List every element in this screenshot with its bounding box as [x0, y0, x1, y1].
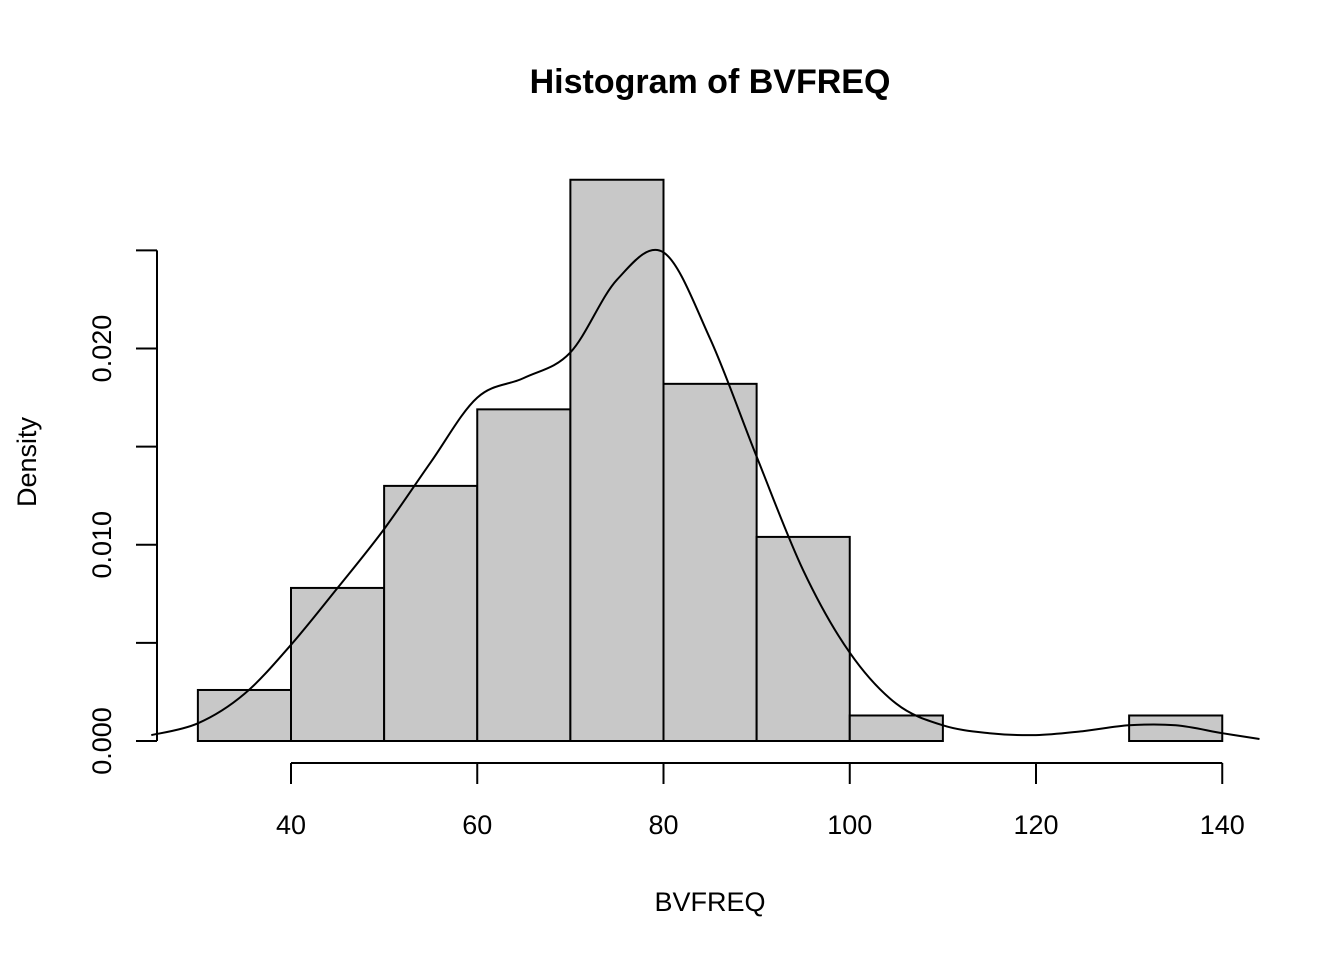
- histogram-bar: [569, 178, 665, 742]
- x-tick-label: 40: [276, 810, 306, 840]
- x-tick-label: 120: [1013, 810, 1058, 840]
- density-line: [151, 248, 1260, 740]
- histogram-bar: [755, 535, 851, 742]
- x-tick-label: 80: [648, 810, 678, 840]
- chart-title: Histogram of BVFREQ: [530, 63, 891, 101]
- histogram-bar: [1128, 714, 1224, 742]
- y-axis-label: Density: [12, 416, 42, 507]
- x-axis-label: BVFREQ: [654, 887, 765, 917]
- x-axis: 40 60 80 100 120 140: [276, 762, 1245, 840]
- histogram-bar: [662, 382, 758, 742]
- y-tick-label: 0.020: [87, 315, 117, 383]
- density-curve-group: [151, 248, 1260, 740]
- y-tick-label: 0.010: [87, 511, 117, 579]
- y-axis: 0.000 0.010 0.020: [87, 249, 158, 775]
- histogram-bar: [383, 484, 479, 742]
- histogram-bar: [290, 586, 386, 742]
- y-tick-label: 0.000: [87, 707, 117, 775]
- histogram-bar: [848, 714, 944, 742]
- histogram-bar: [476, 408, 572, 742]
- x-tick-label: 140: [1200, 810, 1245, 840]
- x-tick-label: 100: [827, 810, 872, 840]
- x-tick-label: 60: [462, 810, 492, 840]
- bars-group: [196, 178, 1224, 742]
